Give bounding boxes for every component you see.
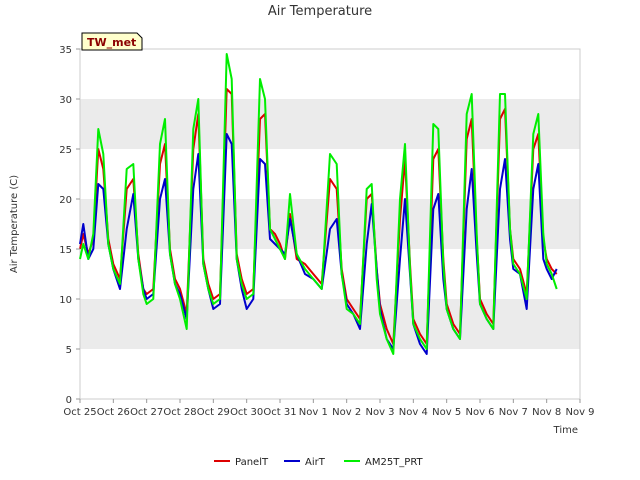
x-tick-label: Oct 27 — [130, 407, 163, 418]
chart-title: Air Temperature — [268, 4, 372, 19]
background-bands — [80, 99, 580, 349]
y-tick-label: 35 — [59, 45, 72, 56]
x-tick-label: Nov 1 — [299, 407, 328, 418]
x-tick-label: Oct 26 — [97, 407, 130, 418]
x-tick-label: Nov 2 — [332, 407, 361, 418]
x-tick-label: Oct 28 — [163, 407, 196, 418]
x-tick-label: Nov 8 — [532, 407, 561, 418]
y-tick-label: 15 — [59, 245, 72, 256]
y-tick-label: 10 — [59, 295, 72, 306]
series-layer — [79, 53, 558, 355]
x-tick-label: Nov 5 — [432, 407, 461, 418]
legend-label-am25t-prt: AM25T_PRT — [365, 457, 424, 468]
x-tick-label: Nov 6 — [465, 407, 494, 418]
x-tick-label: Oct 31 — [263, 407, 296, 418]
y-tick-label: 5 — [66, 345, 72, 356]
series-line-am25t-prt — [79, 53, 558, 355]
y-axis: 0 5 10 15 20 25 30 35 — [59, 45, 80, 406]
legend: PanelT AirT AM25T_PRT — [214, 457, 424, 468]
x-tick-label: Nov 9 — [565, 407, 594, 418]
y-tick-label: 30 — [59, 95, 72, 106]
x-tick-label: Oct 29 — [197, 407, 230, 418]
x-tick-label: Oct 30 — [230, 407, 263, 418]
station-badge-label: TW_met — [87, 36, 136, 49]
x-tick-label: Nov 7 — [499, 407, 528, 418]
grid-band — [80, 299, 580, 349]
x-axis-title: Time — [553, 425, 578, 436]
legend-label-panelt: PanelT — [235, 457, 269, 468]
x-tick-label: Nov 3 — [365, 407, 394, 418]
station-badge: TW_met — [81, 32, 143, 51]
y-tick-label: 20 — [59, 195, 72, 206]
x-axis: Oct 25 Oct 26 Oct 27 Oct 28 Oct 29 Oct 30 Oct … — [63, 399, 595, 418]
y-axis-title: Air Temperature (C) — [9, 175, 20, 273]
x-tick-label: Oct 25 — [63, 407, 96, 418]
station-badge-box — [81, 32, 143, 51]
plot-frame — [79, 48, 581, 400]
x-tick-label: Nov 4 — [399, 407, 428, 418]
y-tick-label: 25 — [59, 145, 72, 156]
legend-label-airt: AirT — [305, 457, 326, 468]
y-tick-label: 0 — [66, 395, 72, 406]
